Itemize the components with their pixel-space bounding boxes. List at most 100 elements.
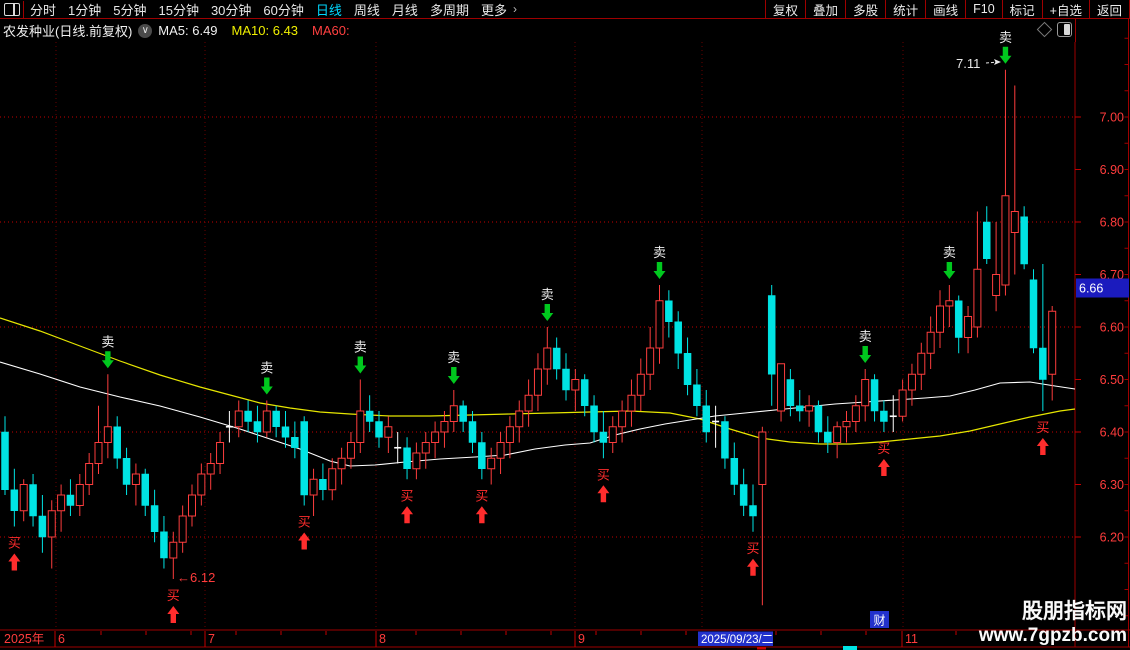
svg-text:买: 买 xyxy=(167,588,180,603)
menu-item-画线[interactable]: 画线 xyxy=(925,0,965,18)
menu-item-多周期[interactable]: 多周期 xyxy=(429,2,469,18)
window-split-icon[interactable] xyxy=(4,2,20,16)
watermark-url: www.7gpzb.com xyxy=(978,625,1127,646)
month-label: 11 xyxy=(905,632,918,646)
candle xyxy=(721,416,729,469)
candle xyxy=(328,458,337,501)
candle xyxy=(1,416,9,495)
candle xyxy=(319,463,327,501)
candle xyxy=(580,374,589,417)
candle xyxy=(973,211,982,338)
menu-item-统计[interactable]: 统计 xyxy=(885,0,925,18)
candle xyxy=(777,363,786,422)
candle xyxy=(103,374,112,459)
ma-label-1: MA10: 6.43 xyxy=(231,22,299,38)
svg-text:卖: 卖 xyxy=(653,245,666,260)
candle xyxy=(824,416,832,453)
menu-item-叠加[interactable]: 叠加 xyxy=(805,0,845,18)
menu-item-更多[interactable]: 更多 xyxy=(480,2,507,18)
buy-signal: 买 xyxy=(1036,420,1049,455)
price-label: 6.90 xyxy=(1100,163,1124,177)
candle xyxy=(85,453,94,495)
menu-item-日线[interactable]: 日线 xyxy=(315,2,342,18)
candle xyxy=(842,411,851,443)
candle xyxy=(178,505,187,553)
candle xyxy=(468,411,477,453)
candle xyxy=(291,421,299,459)
candle xyxy=(636,358,645,411)
candle xyxy=(796,390,804,422)
candle xyxy=(234,400,243,438)
buy-signal: 买 xyxy=(167,588,180,623)
menu-item-月线[interactable]: 月线 xyxy=(391,2,418,18)
candle xyxy=(1048,306,1057,401)
ui-fragment xyxy=(757,647,766,650)
candle xyxy=(749,484,757,532)
menu-item-15分钟[interactable]: 15分钟 xyxy=(158,2,199,18)
candle xyxy=(1029,269,1038,354)
menu-item-标记[interactable]: 标记 xyxy=(1001,0,1042,18)
year-label: 2025年 xyxy=(4,632,44,646)
candle xyxy=(646,327,655,390)
candle xyxy=(272,405,280,438)
candle xyxy=(131,463,140,506)
svg-text:买: 买 xyxy=(8,536,21,551)
menu-item-多股[interactable]: 多股 xyxy=(845,0,885,18)
ui-fragment xyxy=(843,646,857,650)
chevron-down-icon[interactable]: ∨ xyxy=(138,23,153,38)
candle xyxy=(496,432,505,474)
candle xyxy=(206,453,215,490)
candle xyxy=(1010,85,1019,275)
menu-item-复权[interactable]: 复权 xyxy=(765,0,805,18)
menu-item-1分钟[interactable]: 1分钟 xyxy=(68,2,102,18)
candle xyxy=(94,405,103,474)
menu-item-30分钟[interactable]: 30分钟 xyxy=(210,2,252,18)
layout-split-icon[interactable] xyxy=(1057,22,1072,37)
price-label: 6.80 xyxy=(1100,216,1124,230)
candle xyxy=(188,484,196,527)
svg-text:卖: 卖 xyxy=(260,361,273,376)
menu-item-5分钟[interactable]: 5分钟 xyxy=(113,2,147,18)
menu-item-分时[interactable]: 分时 xyxy=(30,2,57,18)
month-label: 7 xyxy=(208,632,215,646)
candle xyxy=(365,395,374,432)
candle xyxy=(880,400,888,432)
menu-item-周线[interactable]: 周线 xyxy=(353,2,380,18)
candle xyxy=(992,222,1001,312)
candle xyxy=(683,337,692,396)
menu-item-返回[interactable]: 返回 xyxy=(1088,0,1130,18)
candle xyxy=(300,416,308,506)
candle xyxy=(375,411,383,448)
candle xyxy=(47,500,56,569)
ma-legend: MA5: 6.49 MA10: 6.43 MA60: xyxy=(158,22,363,40)
candle xyxy=(10,468,19,527)
svg-text:卖: 卖 xyxy=(541,287,554,302)
candle xyxy=(431,421,440,459)
cai-badge[interactable] xyxy=(870,611,889,628)
candle xyxy=(160,516,168,569)
candle xyxy=(945,285,954,327)
selected-date-box[interactable] xyxy=(698,631,773,647)
candle xyxy=(440,411,449,448)
svg-text:财: 财 xyxy=(873,614,885,628)
diamond-icon[interactable] xyxy=(1036,21,1053,38)
candle xyxy=(954,295,963,354)
candle xyxy=(478,432,486,480)
candle xyxy=(169,531,178,579)
sell-signal: 卖 xyxy=(260,361,273,395)
annotation-low-note: ←6.12 xyxy=(177,570,215,585)
price-label: 6.20 xyxy=(1100,531,1124,545)
svg-text:买: 买 xyxy=(1036,420,1049,435)
menu-item-60分钟[interactable]: 60分钟 xyxy=(263,2,304,18)
menu-item-+自选[interactable]: +自选 xyxy=(1041,0,1089,18)
tools-menu: 复权 叠加 多股 统计 画线 F10 标记 +自选 返回 xyxy=(765,0,1130,18)
candle xyxy=(758,426,767,606)
menu-item-F10[interactable]: F10 xyxy=(965,0,1002,18)
menu-divider xyxy=(23,0,24,18)
buy-signal: 买 xyxy=(8,536,21,571)
candle xyxy=(599,411,608,459)
candle xyxy=(449,390,458,432)
more-arrow-icon[interactable]: › xyxy=(512,2,517,16)
annotation-high-note: 7.11 xyxy=(956,56,980,71)
